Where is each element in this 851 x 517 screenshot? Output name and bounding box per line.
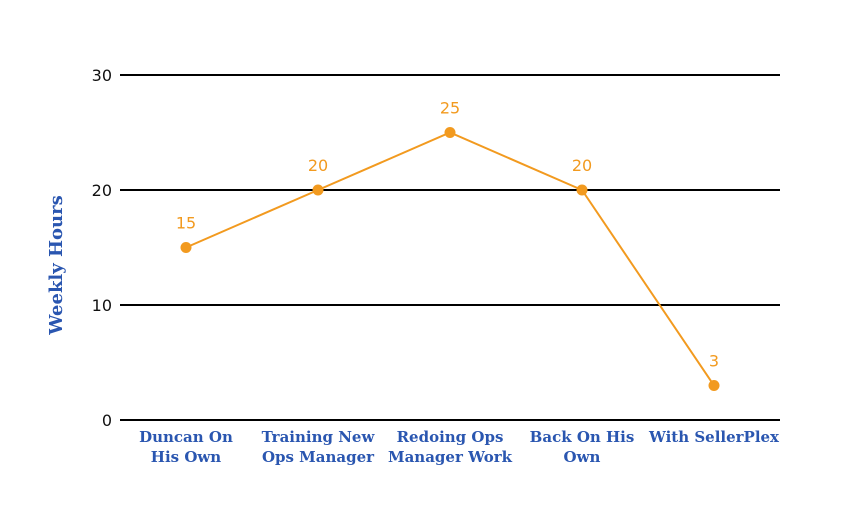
- y-tick-label: 20: [92, 181, 112, 200]
- data-labels: 15 20 25 20 3: [176, 99, 719, 371]
- y-axis-label: Weekly Hours: [46, 195, 67, 335]
- x-tick-label-line: Redoing Ops: [397, 428, 504, 446]
- x-tick-label: Training New Ops Manager: [262, 428, 376, 466]
- x-tick-label-line: Back On His: [530, 428, 635, 446]
- data-label: 20: [308, 156, 328, 175]
- y-tick-label: 0: [102, 411, 112, 430]
- x-tick-label-line: Own: [564, 448, 601, 466]
- data-label: 20: [572, 156, 592, 175]
- x-tick-label-line: His Own: [151, 448, 222, 466]
- y-tick-label: 30: [92, 66, 112, 85]
- series-line: [185, 131, 715, 387]
- data-label: 15: [176, 214, 196, 233]
- x-tick-label-line: Duncan On: [139, 428, 233, 446]
- x-tick-label-line: Ops Manager: [262, 448, 375, 466]
- x-tick-label-line: With SellerPlex: [648, 428, 780, 446]
- x-tick-label: Redoing Ops Manager Work: [388, 428, 513, 466]
- x-axis-ticks: Duncan On His Own Training New Ops Manager R…: [139, 428, 780, 466]
- data-point: [708, 380, 720, 391]
- y-tick-label: 10: [92, 296, 112, 315]
- series: [180, 127, 720, 391]
- x-tick-label: Duncan On His Own: [139, 428, 233, 466]
- data-label: 25: [440, 99, 460, 118]
- x-tick-label: With SellerPlex: [648, 428, 780, 446]
- x-tick-label-line: Training New: [262, 428, 376, 446]
- x-tick-label-line: Manager Work: [388, 448, 513, 466]
- data-point: [576, 184, 588, 196]
- y-axis-ticks: 0 10 20 30: [92, 66, 112, 430]
- data-point: [312, 184, 324, 196]
- data-point: [180, 242, 192, 253]
- data-label: 3: [709, 352, 719, 371]
- x-tick-label: Back On His Own: [530, 428, 635, 466]
- data-point: [444, 127, 456, 138]
- gridlines: [120, 74, 780, 421]
